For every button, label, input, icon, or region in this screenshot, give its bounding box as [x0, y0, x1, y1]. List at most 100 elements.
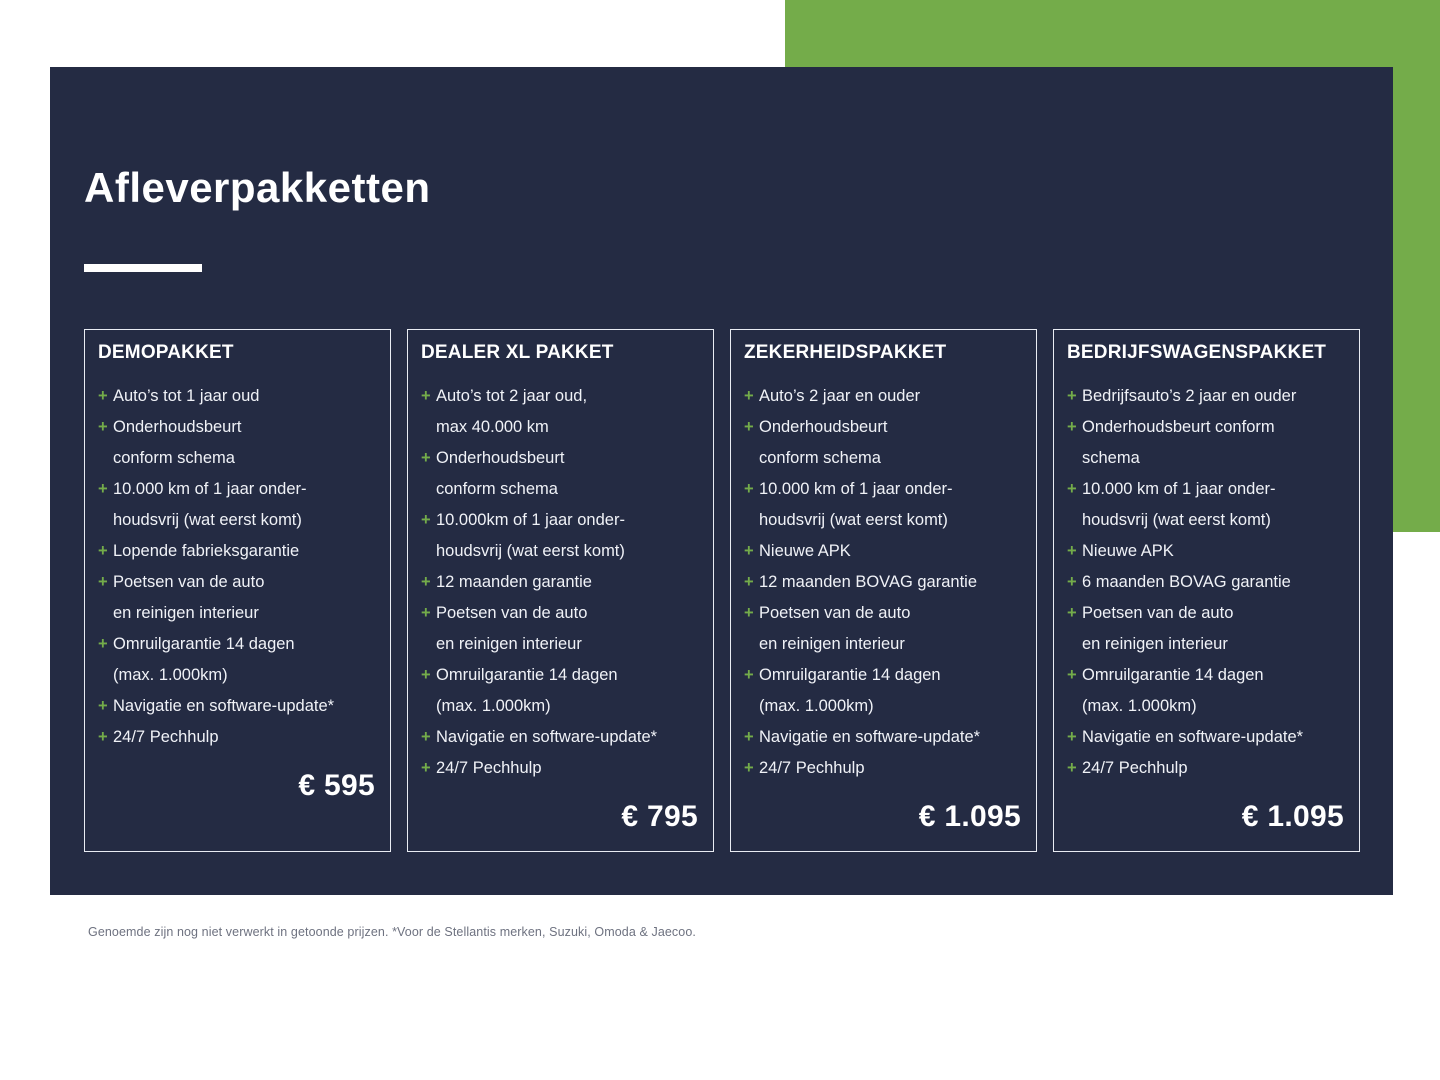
package-item: + Onderhoudsbeurt conform schema — [744, 412, 1023, 474]
plus-icon: + — [1067, 541, 1077, 560]
package-card-bedrijfswagenspakket: BEDRIJFSWAGENSPAKKET + Bedrijfsauto’s 2 j… — [1053, 329, 1360, 852]
plus-icon: + — [1067, 386, 1077, 405]
package-card-zekerheidspakket: ZEKERHEIDSPAKKET + Auto’s 2 jaar en ouder… — [730, 329, 1037, 852]
package-item: + Omruilgarantie 14 dagen (max. 1.000km) — [744, 660, 1023, 722]
package-item-text: Poetsen van de auto en reinigen interieur — [436, 603, 588, 653]
package-item-text: Onderhoudsbeurt conform schema — [759, 417, 888, 467]
plus-icon: + — [1067, 479, 1077, 498]
package-item: + Poetsen van de auto en reinigen interieu… — [1067, 598, 1346, 660]
plus-icon: + — [98, 386, 108, 405]
package-item: + Poetsen van de auto en reinigen interieu… — [421, 598, 700, 660]
package-title: DEMOPAKKET — [98, 342, 234, 363]
page-title: Afleverpakketten — [84, 164, 431, 211]
package-item-text: Omruilgarantie 14 dagen (max. 1.000km) — [113, 634, 295, 684]
package-item: +12 maanden garantie — [421, 567, 700, 598]
package-item-text: Nieuwe APK — [759, 541, 851, 560]
package-item: + Omruilgarantie 14 dagen (max. 1.000km) — [98, 629, 377, 691]
package-title: DEALER XL PAKKET — [421, 342, 614, 363]
package-title: ZEKERHEIDSPAKKET — [744, 342, 947, 363]
packages-panel: Afleverpakketten DEMOPAKKET + Auto’s tot … — [50, 67, 1393, 895]
package-item-text: Nieuwe APK — [1082, 541, 1174, 560]
package-item: +10.000km of 1 jaar onder-houdsvrij (wat… — [421, 505, 700, 567]
package-item-text: Bedrijfsauto’s 2 jaar en ouder — [1082, 386, 1297, 405]
plus-icon: + — [421, 386, 431, 405]
package-item-text: Onderhoudsbeurt conform schema — [1082, 417, 1275, 467]
plus-icon: + — [421, 603, 431, 622]
footnote: Genoemde zijn nog niet verwerkt in getoo… — [88, 925, 696, 939]
package-card-demopakket: DEMOPAKKET + Auto’s tot 1 jaar oud + Onderh… — [84, 329, 391, 852]
package-item: + Nieuwe APK — [744, 536, 1023, 567]
plus-icon: + — [1067, 572, 1077, 591]
package-item: +24/7 Pechhulp — [98, 722, 377, 753]
package-item-text: 24/7 Pechhulp — [1082, 758, 1188, 777]
plus-icon: + — [421, 448, 431, 467]
package-item: + Auto’s 2 jaar en ouder — [744, 381, 1023, 412]
plus-icon: + — [98, 572, 108, 591]
package-item: +12 maanden BOVAG garantie — [744, 567, 1023, 598]
plus-icon: + — [1067, 665, 1077, 684]
plus-icon: + — [98, 634, 108, 653]
package-item-text: Omruilgarantie 14 dagen (max. 1.000km) — [436, 665, 618, 715]
package-item: + Bedrijfsauto’s 2 jaar en ouder — [1067, 381, 1346, 412]
package-item: + Navigatie en software-update* — [421, 722, 700, 753]
package-item-text: 10.000 km of 1 jaar onder-houdsvrij (wat… — [113, 479, 307, 529]
package-item-text: Auto’s tot 2 jaar oud, max 40.000 km — [436, 386, 588, 436]
plus-icon: + — [421, 727, 431, 746]
package-item: + Navigatie en software-update* — [1067, 722, 1346, 753]
package-item-text: Auto’s tot 1 jaar oud — [113, 386, 260, 405]
package-item: + Onderhoudsbeurt conform schema — [1067, 412, 1346, 474]
package-item-text: Poetsen van de auto en reinigen interieur — [759, 603, 911, 653]
package-cards-row: DEMOPAKKET + Auto’s tot 1 jaar oud + Onderh… — [50, 329, 1393, 852]
package-item-list: + Auto’s tot 2 jaar oud, max 40.000 km + Ond… — [421, 381, 700, 784]
package-item: + Auto’s tot 1 jaar oud — [98, 381, 377, 412]
package-card-dealer-xl-pakket: DEALER XL PAKKET + Auto’s tot 2 jaar oud,… — [407, 329, 714, 852]
package-item: + Omruilgarantie 14 dagen (max. 1.000km) — [1067, 660, 1346, 722]
plus-icon: + — [744, 727, 754, 746]
plus-icon: + — [744, 386, 754, 405]
plus-icon: + — [744, 541, 754, 560]
package-item: + Auto’s tot 2 jaar oud, max 40.000 km — [421, 381, 700, 443]
plus-icon: + — [98, 541, 108, 560]
plus-icon: + — [1067, 417, 1077, 436]
plus-icon: + — [421, 510, 431, 529]
package-title: BEDRIJFSWAGENSPAKKET — [1067, 342, 1327, 363]
package-item: +10.000 km of 1 jaar onder-houdsvrij (wa… — [744, 474, 1023, 536]
package-item: +10.000 km of 1 jaar onder-houdsvrij (wa… — [98, 474, 377, 536]
package-item-text: 24/7 Pechhulp — [436, 758, 542, 777]
package-item: +24/7 Pechhulp — [421, 753, 700, 784]
package-item-list: + Auto’s 2 jaar en ouder + Onderhoudsbeurt c… — [744, 381, 1023, 784]
package-item-list: + Bedrijfsauto’s 2 jaar en ouder + Onderhou… — [1067, 381, 1346, 784]
package-item: + Navigatie en software-update* — [744, 722, 1023, 753]
package-item: + Omruilgarantie 14 dagen (max. 1.000km) — [421, 660, 700, 722]
plus-icon: + — [98, 696, 108, 715]
plus-icon: + — [744, 417, 754, 436]
package-item-text: 24/7 Pechhulp — [759, 758, 865, 777]
package-item-text: 6 maanden BOVAG garantie — [1082, 572, 1291, 591]
package-item: + Navigatie en software-update* — [98, 691, 377, 722]
package-item-text: Omruilgarantie 14 dagen (max. 1.000km) — [759, 665, 941, 715]
package-item: + Lopende fabrieksgarantie — [98, 536, 377, 567]
package-item-text: 10.000 km of 1 jaar onder-houdsvrij (wat… — [1082, 479, 1276, 529]
package-price: € 1.095 — [1241, 799, 1344, 833]
package-item-text: Poetsen van de auto en reinigen interieur — [1082, 603, 1234, 653]
package-price: € 795 — [621, 799, 698, 833]
package-item-text: 10.000km of 1 jaar onder-houdsvrij (wat … — [436, 510, 625, 560]
package-item-text: Navigatie en software-update* — [759, 727, 981, 746]
plus-icon: + — [744, 603, 754, 622]
package-item-text: Omruilgarantie 14 dagen (max. 1.000km) — [1082, 665, 1264, 715]
plus-icon: + — [98, 727, 108, 746]
package-item-text: Navigatie en software-update* — [436, 727, 658, 746]
plus-icon: + — [421, 572, 431, 591]
package-item: + Onderhoudsbeurt conform schema — [421, 443, 700, 505]
plus-icon: + — [421, 665, 431, 684]
plus-icon: + — [98, 417, 108, 436]
package-item: +10.000 km of 1 jaar onder-houdsvrij (wa… — [1067, 474, 1346, 536]
plus-icon: + — [1067, 758, 1077, 777]
package-item: +24/7 Pechhulp — [1067, 753, 1346, 784]
plus-icon: + — [1067, 603, 1077, 622]
package-item-text: Lopende fabrieksgarantie — [113, 541, 300, 560]
package-item: +6 maanden BOVAG garantie — [1067, 567, 1346, 598]
package-item-text: 12 maanden garantie — [436, 572, 592, 591]
package-item-text: Auto’s 2 jaar en ouder — [759, 386, 921, 405]
